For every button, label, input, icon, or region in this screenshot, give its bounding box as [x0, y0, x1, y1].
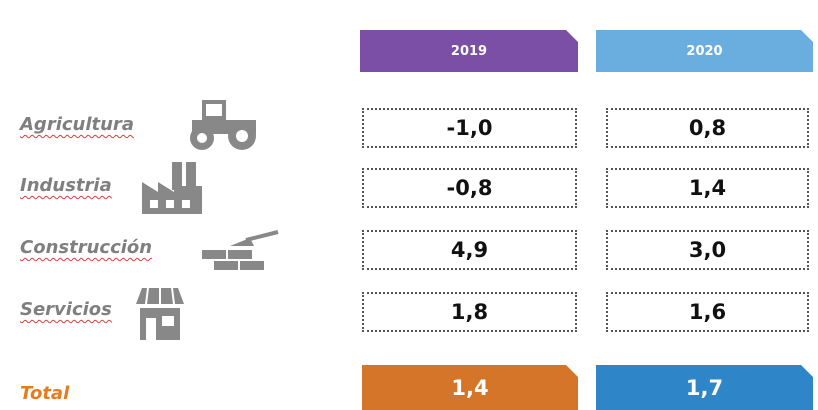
column-header: 2020 — [596, 30, 813, 72]
row-label: Servicios — [20, 299, 112, 320]
value-cell: 1,8 — [362, 292, 577, 332]
factory-icon — [142, 162, 202, 214]
value-cell: 0,8 — [606, 108, 809, 148]
value-cell: 3,0 — [606, 230, 809, 270]
row-label: Agricultura — [20, 114, 134, 135]
total-label: Total — [20, 383, 70, 404]
column-header: 2019 — [360, 30, 578, 72]
shop-icon — [136, 287, 184, 340]
total-cell: 1,7 — [596, 365, 813, 410]
value-cell: 1,4 — [606, 168, 809, 208]
total-cell: 1,4 — [362, 365, 578, 410]
value-cell: 4,9 — [362, 230, 577, 270]
row-label: Industria — [20, 175, 112, 196]
value-cell: -1,0 — [362, 108, 577, 148]
value-cell: -0,8 — [362, 168, 577, 208]
row-label: Construcción — [20, 237, 153, 258]
value-cell: 1,6 — [606, 292, 809, 332]
bricks-icon — [202, 230, 279, 270]
tractor-icon — [190, 100, 256, 150]
